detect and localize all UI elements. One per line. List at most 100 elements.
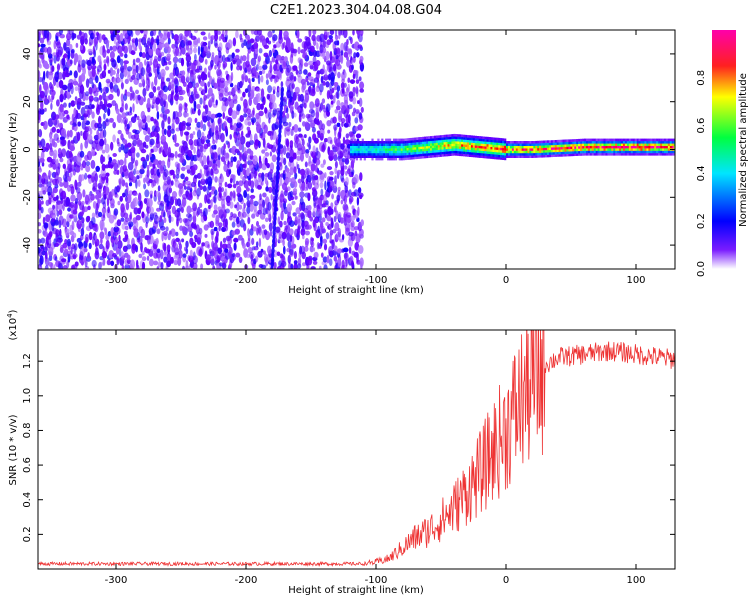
spectrogram-noise-cell (285, 126, 291, 132)
spectrogram-noise-cell (289, 160, 295, 171)
spectrogram-noise-cell (352, 30, 355, 36)
spectrogram-noise-cell (239, 115, 244, 122)
spectrogram-noise-cell (303, 246, 309, 252)
spectrogram-noise-cell (146, 212, 149, 217)
spectrogram-streak-cell (274, 197, 278, 204)
spectrogram-carrier-cell (361, 155, 364, 158)
spectrogram-carrier-cell (570, 148, 573, 152)
spectrogram-carrier-cell (673, 141, 675, 144)
spectrogram-noise-cell (153, 212, 158, 217)
spectrogram-carrier-cell (449, 146, 452, 149)
spectrogram-carrier-cell (428, 141, 431, 144)
spectrogram-noise-cell (98, 115, 102, 125)
spectrogram-noise-cell (126, 244, 132, 250)
spectrogram-noise-cell (107, 231, 112, 237)
spectrogram-noise-cell (269, 162, 275, 172)
spectrogram-carrier-cell (476, 145, 479, 149)
spectrogram-carrier-cell (441, 144, 444, 148)
spectrogram-carrier-cell (404, 140, 407, 144)
spectrogram-noise-cell (112, 153, 117, 157)
spectrogram-noise-cell (210, 228, 215, 235)
spectrogram-noise-cell (246, 167, 250, 177)
spectrogram-noise-cell (268, 49, 273, 58)
spectrogram-noise-cell (158, 160, 162, 165)
spectrogram-noise-cell (271, 102, 277, 111)
spectrogram-noise-cell (38, 212, 42, 220)
spectrogram-noise-cell (199, 185, 203, 191)
spectrogram-carrier-cell (361, 150, 364, 154)
spectrogram-noise-cell (74, 261, 79, 267)
spectrogram-noise-cell (83, 206, 88, 213)
spectrogram-carrier-cell (507, 145, 511, 149)
spectrogram-noise-cell (40, 51, 45, 60)
spectrogram-carrier-cell (463, 139, 466, 143)
spectrogram-noise-cell (124, 156, 127, 167)
spectrogram-noise-cell (181, 70, 186, 76)
spectrogram-carrier-cell (465, 142, 468, 145)
spectrogram-carrier-cell (586, 143, 589, 146)
spectrogram-carrier-cell (646, 141, 649, 144)
spectrogram-carrier-cell (574, 139, 577, 142)
spectrogram-noise-cell (202, 36, 208, 41)
spectrogram-noise-cell (343, 82, 347, 88)
spectrogram-noise-cell (92, 45, 96, 56)
spectrogram-carrier-cell (416, 142, 419, 145)
spectrogram-noise-cell (217, 154, 221, 161)
spectrogram-noise-cell (160, 135, 167, 142)
spectrogram-noise-cell (246, 206, 251, 214)
spectrogram-carrier-cell (543, 145, 546, 148)
spectrogram-noise-cell (102, 246, 105, 256)
spectrogram-carrier-cell (414, 144, 417, 148)
spectrogram-noise-cell (238, 151, 243, 158)
spectrogram-carrier-cell (439, 147, 442, 150)
spectrogram-noise-cell (211, 93, 215, 103)
spectrogram-noise-cell (354, 109, 360, 114)
spectrogram-carrier-cell (465, 151, 468, 155)
spectrogram-carrier-cell (457, 141, 460, 144)
spectrogram-noise-cell (246, 126, 251, 131)
spectrogram-carrier-cell (375, 155, 378, 158)
spectrogram-noise-cell (81, 217, 85, 224)
spectrogram-carrier-cell (361, 145, 364, 149)
spectrogram-noise-cell (352, 86, 356, 93)
spectrogram-noise-cell (288, 156, 294, 163)
spectrogram-noise-cell (196, 137, 202, 147)
spectrogram-carrier-cell (513, 141, 516, 144)
spectrogram-noise-cell (106, 103, 113, 108)
spectrogram-carrier-cell (478, 152, 481, 156)
spectrogram-streak-cell (280, 95, 284, 102)
spectrogram-noise-cell (283, 245, 286, 255)
spectrogram-carrier-cell (353, 148, 357, 151)
spectrogram-carrier-cell (447, 148, 450, 152)
spectrogram-carrier-cell (474, 154, 477, 158)
spectrogram-noise-cell (239, 123, 244, 131)
spectrogram-noise-cell (243, 147, 247, 155)
spectrogram-carrier-cell (361, 141, 364, 144)
spectrogram-carrier-cell (371, 141, 374, 144)
spectrogram-noise-cell (350, 232, 356, 242)
spectrogram-carrier-cell (394, 145, 397, 149)
spectrogram-carrier-cell (541, 140, 544, 144)
spectrogram-carrier-cell (652, 145, 655, 149)
spectrogram-noise-cell (200, 245, 204, 256)
spectrogram-y-tick-label: -20 (22, 189, 33, 205)
spectrogram-carrier-cell (437, 152, 440, 155)
spectrogram-carrier-cell (624, 153, 628, 156)
spectrogram-carrier-cell (461, 134, 464, 138)
spectrogram-carrier-cell (642, 150, 645, 154)
spectrogram-carrier-cell (630, 153, 633, 156)
spectrogram-noise-cell (85, 91, 90, 97)
spectrogram-noise-cell (358, 97, 363, 108)
spectrogram-carrier-cell (652, 150, 655, 154)
spectrogram-carrier-cell (398, 150, 401, 154)
spectrogram-noise-cell (59, 157, 64, 163)
spectrogram-carrier-cell (488, 156, 491, 159)
spectrogram-carrier-cell (554, 144, 557, 148)
spectrogram-noise-cell (242, 242, 246, 249)
spectrogram-noise-cell (335, 105, 341, 111)
spectrogram-carrier-cell (414, 139, 417, 143)
spectrogram-carrier-cell (441, 154, 444, 157)
spectrogram-carrier-cell (385, 143, 388, 146)
spectrogram-carrier-cell (394, 150, 397, 154)
